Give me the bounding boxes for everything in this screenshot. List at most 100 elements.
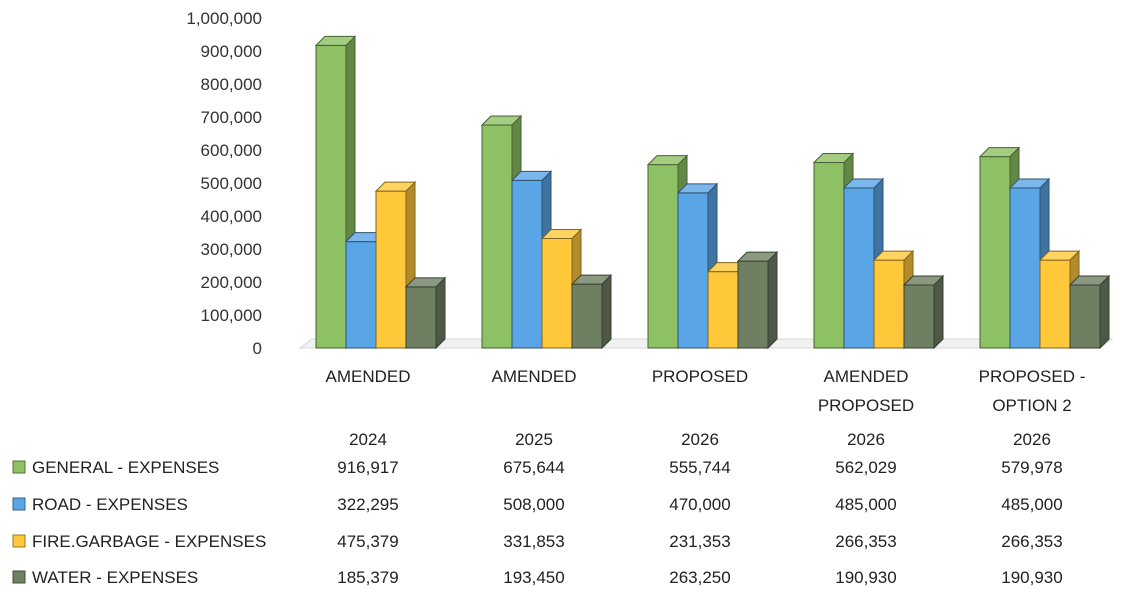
legend-swatch [12,497,26,511]
data-table-value: 485,000 [1001,495,1062,514]
bar-top [1008,178,1051,189]
bar-top [812,153,855,164]
x-category-label: PROPOSED [652,367,748,386]
bar [1068,274,1111,350]
bar-front [511,179,543,349]
bar-front [843,187,875,349]
bar-top [510,170,553,181]
bar [374,180,417,350]
data-table-value: 508,000 [503,495,564,514]
data-table-value: 916,917 [337,458,398,477]
x-year-label: 2024 [349,430,387,449]
y-tick-label: 100,000 [201,306,262,325]
x-category-label: AMENDED [491,367,576,386]
bar-top [1038,250,1081,261]
bar-front [647,164,679,349]
bar-front [541,237,573,349]
data-table-value: 675,644 [503,458,564,477]
data-table-value: 331,853 [503,532,564,551]
y-tick-label: 900,000 [201,42,262,61]
bar-top [314,35,357,46]
bar-front [1009,187,1041,349]
y-tick-label: 200,000 [201,273,262,292]
bar-side [601,273,612,350]
data-table-value: 263,250 [669,568,730,587]
y-tick-label: 300,000 [201,240,262,259]
data-table-value: 475,379 [337,532,398,551]
y-tick-label: 600,000 [201,141,262,160]
bar [902,274,945,350]
legend-label: ROAD - EXPENSES [32,495,188,514]
x-year-label: 2025 [515,430,553,449]
bar-front [1069,284,1101,349]
data-table-value: 322,295 [337,495,398,514]
bar-front [375,190,407,349]
data-table-value: 485,000 [835,495,896,514]
bar-front [315,44,347,349]
data-table-value: 190,930 [1001,568,1062,587]
data-table-value: 231,353 [669,532,730,551]
y-tick-label: 500,000 [201,174,262,193]
bar-side [1099,274,1110,350]
x-category-label: AMENDED [325,367,410,386]
bar [736,250,779,350]
bar-front [677,192,709,349]
bar-front [813,162,845,349]
x-year-label: 2026 [847,430,885,449]
bar [404,276,447,350]
data-table-value: 562,029 [835,458,896,477]
bar-top [902,275,945,286]
bar-front [873,259,905,349]
data-table-value: 266,353 [835,532,896,551]
bar-front [737,260,769,349]
bar-top [872,250,915,261]
y-tick-label: 0 [253,339,262,358]
x-year-label: 2026 [1013,430,1051,449]
bar-side [933,274,944,350]
x-category-label: AMENDED [823,367,908,386]
x-year-label: 2026 [681,430,719,449]
bar-front [345,241,377,349]
data-table-value: 190,930 [835,568,896,587]
legend-label: GENERAL - EXPENSES [32,458,219,477]
bar-top [646,155,689,166]
y-tick-label: 800,000 [201,75,262,94]
bar-top [676,183,719,194]
x-category-label: PROPOSED - [979,367,1086,386]
bar-front [707,271,739,349]
bar-front [405,286,437,349]
bar-top [978,147,1021,158]
data-table-value: 193,450 [503,568,564,587]
bar-side [767,250,778,350]
bar-top [842,178,885,189]
data-table-value: 470,000 [669,495,730,514]
bar-front [481,124,513,349]
legend-swatch [12,460,26,474]
bar-top [736,251,779,262]
data-table-value: 555,744 [669,458,730,477]
bar-top [374,181,417,192]
bar-top [1068,275,1111,286]
bar-front [571,283,603,349]
legend-swatch [12,534,26,548]
legend-label: FIRE.GARBAGE - EXPENSES [32,532,266,551]
bar-top [404,277,447,288]
bar-front [903,284,935,349]
data-table-value: 185,379 [337,568,398,587]
bar-side [435,276,446,350]
y-tick-label: 1,000,000 [186,9,262,28]
y-tick-label: 700,000 [201,108,262,127]
bar [570,273,613,350]
y-tick-label: 400,000 [201,207,262,226]
bar-top [570,274,613,285]
legend-label: WATER - EXPENSES [32,568,198,587]
bar-top [540,228,583,239]
x-category-label: PROPOSED [818,396,914,415]
legend-swatch [12,570,26,584]
bar-front [1039,259,1071,349]
x-category-label: OPTION 2 [992,396,1071,415]
bar-front [979,156,1011,349]
data-table-value: 266,353 [1001,532,1062,551]
data-table-value: 579,978 [1001,458,1062,477]
